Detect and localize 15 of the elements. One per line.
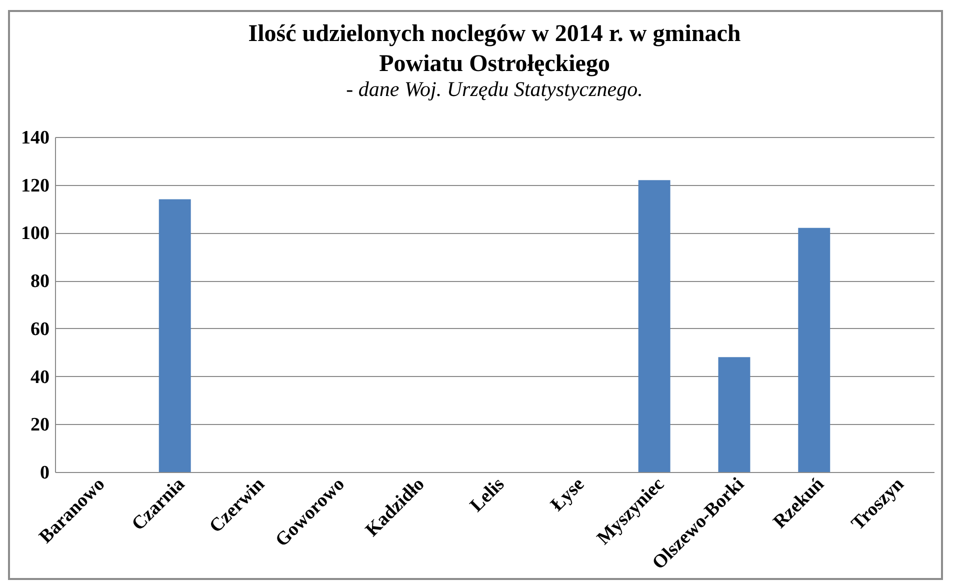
y-tick-label: 80 — [30, 271, 50, 292]
bar — [158, 199, 191, 472]
chart-subtitle: - dane Woj. Urzędu Statystycznego. — [346, 77, 643, 101]
y-tick-label: 40 — [30, 366, 50, 388]
chart-title: Ilość udzielonych noclegów w 2014 r. w gminach Powiatu Ostrołęckiego — [248, 21, 741, 77]
y-tick-label: 0 — [40, 462, 50, 484]
bar — [638, 180, 670, 472]
y-tick-label: 100 — [21, 223, 50, 244]
y-tick-label: 60 — [30, 318, 50, 340]
bar — [718, 357, 750, 472]
bar — [798, 228, 830, 472]
x-tick-label: Łyse — [546, 474, 589, 516]
y-tick-label: 120 — [21, 175, 50, 196]
y-tick-label: 20 — [30, 414, 50, 436]
y-tick-label: 140 — [21, 128, 50, 148]
